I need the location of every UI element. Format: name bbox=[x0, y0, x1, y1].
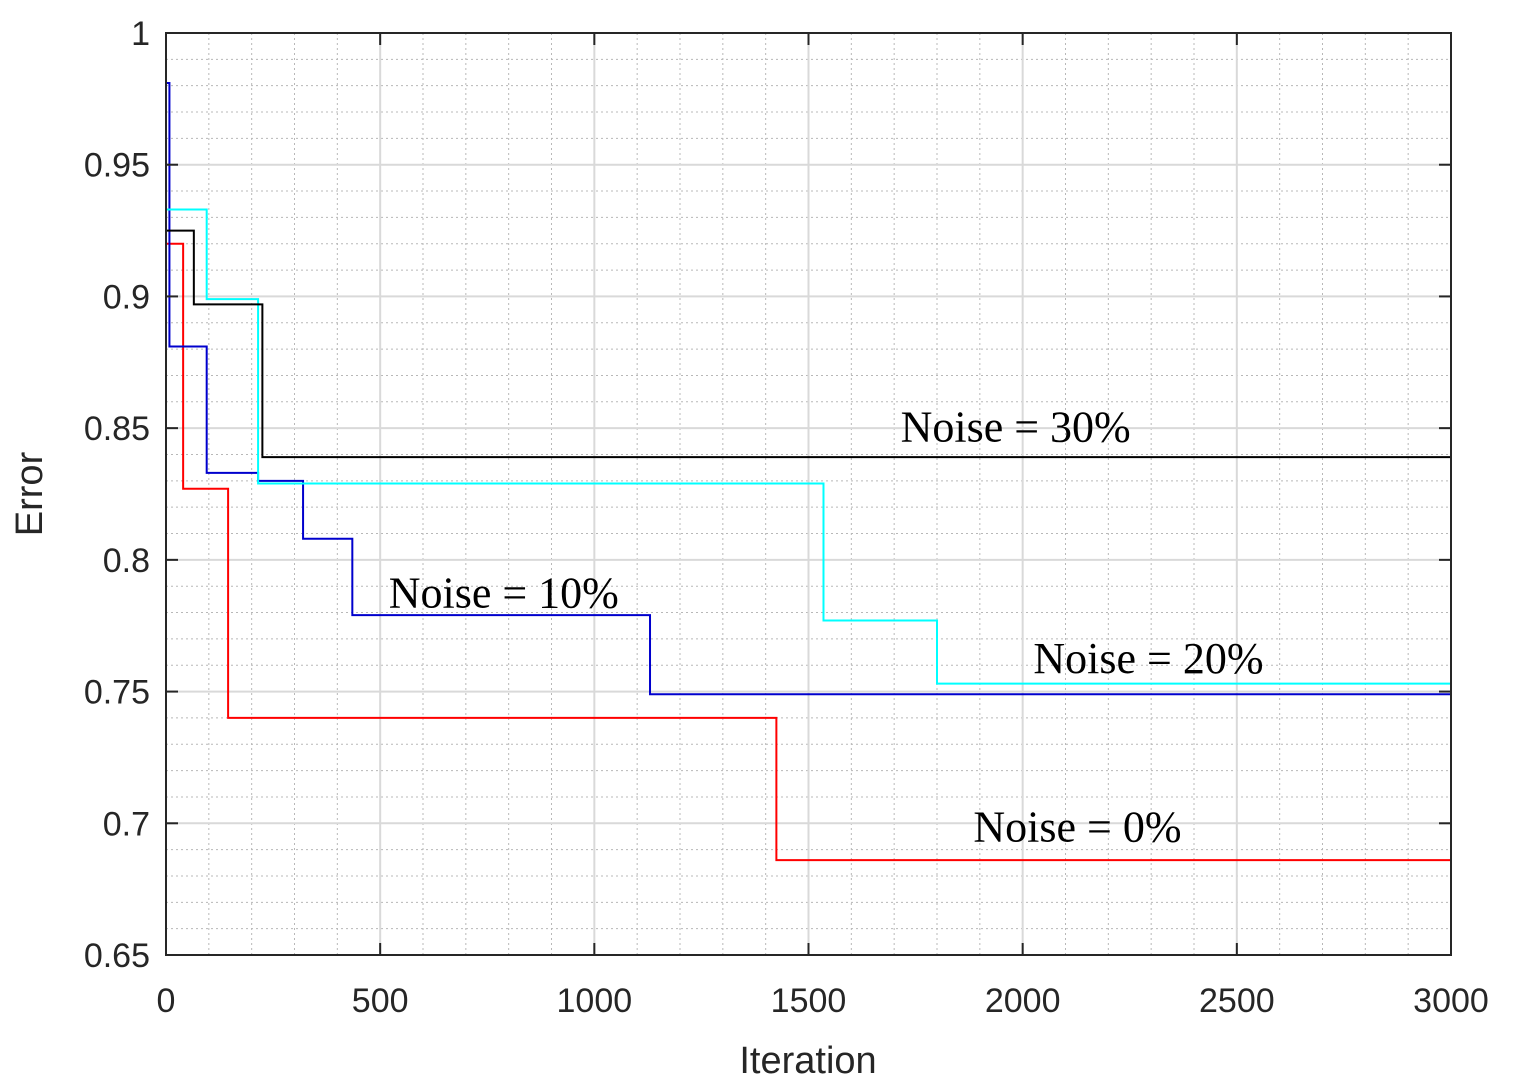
x-tick-label: 2500 bbox=[1199, 982, 1275, 1020]
x-tick-label: 2000 bbox=[985, 982, 1061, 1020]
tick-labels: 0 500 1000 1500 2000 2500 3000 0.65 0.7 0.75 0.8 0.… bbox=[84, 15, 1489, 1020]
y-tick-label: 0.95 bbox=[84, 147, 150, 185]
ticks bbox=[165, 32, 1452, 956]
major-grid bbox=[165, 32, 1452, 956]
y-tick-label: 0.65 bbox=[84, 937, 150, 975]
y-tick-label: 0.8 bbox=[103, 542, 150, 580]
annotation-1: Noise = 10% bbox=[389, 568, 619, 617]
series-layer bbox=[166, 82, 1451, 862]
series-line-2 bbox=[166, 208, 1451, 685]
y-tick-label: 0.85 bbox=[84, 410, 150, 448]
x-axis-title: Iteration bbox=[739, 1040, 876, 1082]
series-line-3 bbox=[166, 229, 1451, 459]
annotation-0: Noise = 30% bbox=[901, 402, 1131, 451]
y-tick-label: 0.7 bbox=[103, 805, 150, 843]
series-line-1 bbox=[166, 82, 1451, 696]
y-tick-label: 0.75 bbox=[84, 674, 150, 712]
series-line-0 bbox=[166, 242, 1451, 862]
x-tick-label: 1000 bbox=[557, 982, 633, 1020]
x-tick-label: 0 bbox=[157, 982, 176, 1020]
y-tick-label: 1 bbox=[131, 15, 150, 53]
y-tick-label: 0.9 bbox=[103, 278, 150, 316]
annotation-2: Noise = 20% bbox=[1033, 634, 1263, 683]
x-tick-label: 500 bbox=[352, 982, 409, 1020]
annotations: Noise = 30% Noise = 10% Noise = 20% Noise =… bbox=[389, 402, 1264, 851]
annotation-3: Noise = 0% bbox=[973, 803, 1181, 852]
x-tick-label: 3000 bbox=[1413, 982, 1489, 1020]
x-tick-label: 1500 bbox=[771, 982, 847, 1020]
y-axis-title: Error bbox=[9, 451, 51, 536]
